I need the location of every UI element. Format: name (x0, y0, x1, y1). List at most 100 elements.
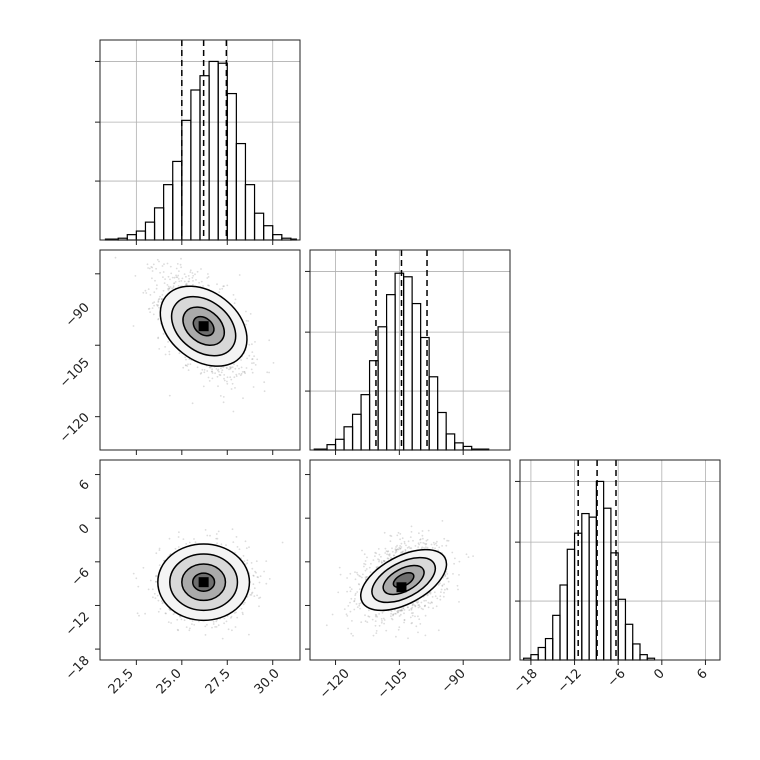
scatter-point (391, 547, 393, 550)
scatter-point (191, 276, 194, 279)
scatter-point (406, 606, 409, 609)
scatter-point (167, 275, 170, 278)
scatter-point (221, 637, 224, 640)
scatter-point (399, 610, 402, 612)
scatter-point (222, 396, 225, 398)
scatter-point (236, 616, 239, 619)
scatter-point (402, 550, 404, 553)
ytick-label-param2: −120 (57, 410, 93, 446)
scatter-point (410, 608, 413, 611)
scatter-point (350, 632, 353, 635)
scatter-point (415, 625, 418, 628)
scatter-point (156, 258, 159, 261)
scatter-point (185, 543, 188, 545)
scatter-point (403, 621, 405, 624)
panel-frame (99, 459, 301, 661)
density-contours (159, 285, 248, 367)
scatter-point (157, 318, 160, 321)
scatter-point (251, 362, 253, 365)
scatter-point (154, 597, 157, 599)
scatter-point (179, 616, 182, 618)
scatter-point (182, 366, 185, 369)
scatter-point (157, 336, 160, 339)
scatter-point (391, 550, 394, 553)
scatter-point (166, 284, 169, 286)
scatter-point (398, 546, 401, 549)
xtick-label-param1: 22.5 (106, 666, 137, 697)
scatter-point (396, 544, 398, 547)
scatter-point (388, 554, 391, 557)
scatter-point (240, 366, 243, 369)
scatter-point (211, 370, 214, 373)
scatter-point (395, 635, 397, 638)
scatter-point (157, 301, 160, 303)
scatter-point (244, 601, 246, 604)
scatter-point (437, 629, 440, 632)
scatter-point (446, 539, 448, 542)
scatter-point (147, 308, 150, 310)
scatter-point (248, 546, 250, 549)
scatter-point (417, 604, 420, 606)
scatter-point (397, 548, 400, 551)
scatter-point (410, 612, 413, 614)
scatter-point (420, 547, 423, 550)
scatter-point (169, 278, 171, 281)
scatter-point (152, 263, 155, 266)
scatter-point (424, 614, 427, 617)
scatter-point (446, 588, 449, 591)
scatter-point (189, 363, 192, 366)
scatter-point (447, 577, 449, 579)
scatter-point (162, 333, 165, 335)
scatter-point (254, 570, 256, 573)
scatter-point (170, 622, 173, 624)
scatter-point (356, 571, 358, 574)
panel-frame (309, 459, 511, 661)
scatter-point (325, 624, 328, 627)
scatter-point (157, 304, 159, 306)
scatter-point (407, 637, 409, 640)
scatter-point (386, 557, 389, 560)
scatter-point (366, 621, 369, 623)
scatter-point (417, 615, 419, 618)
scatter-point (151, 277, 153, 280)
scatter-point (207, 273, 209, 275)
scatter-point (362, 573, 364, 576)
scatter-point (441, 520, 444, 522)
scatter-point (132, 325, 135, 327)
scatter-point (244, 540, 247, 543)
scatter-point (356, 606, 359, 608)
scatter-point (361, 576, 363, 579)
scatter-point (360, 621, 363, 624)
scatter-point (346, 577, 348, 579)
scatter-point (254, 364, 257, 366)
scatter-point (381, 620, 383, 622)
scatter-point (418, 532, 420, 535)
scatter-point (160, 297, 163, 300)
scatter-point (251, 358, 254, 360)
scatter-point (443, 537, 446, 540)
scatter-point (168, 353, 171, 356)
scatter-point (363, 565, 365, 568)
scatter-point (371, 618, 374, 621)
scatter-point (411, 606, 414, 609)
scatter-point (250, 562, 253, 564)
scatter-point (163, 282, 166, 284)
scatter-point (206, 277, 209, 279)
scatter-point (149, 294, 152, 296)
scatter-point (250, 368, 253, 371)
scatter-point (146, 263, 149, 266)
scatter-point (217, 530, 220, 533)
scatter-point (387, 550, 390, 552)
scatter-point (377, 565, 379, 568)
scatter-point (403, 540, 406, 543)
scatter-point (393, 554, 395, 557)
scatter-point (412, 539, 414, 542)
scatter-point (377, 548, 380, 550)
scatter-point (177, 278, 180, 280)
scatter-point (281, 541, 284, 544)
scatter-point (200, 268, 202, 270)
scatter-point (404, 548, 407, 551)
scatter-point (364, 560, 367, 562)
scatter-point (349, 601, 351, 604)
scatter-point (349, 610, 352, 613)
